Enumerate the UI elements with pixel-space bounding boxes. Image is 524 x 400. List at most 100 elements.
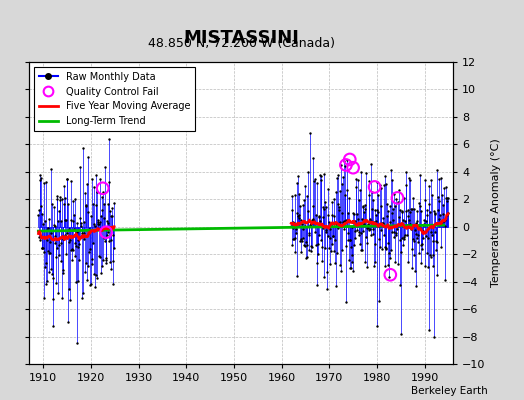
Point: [418, 245, 426, 252]
Point: [397, 248, 406, 255]
Point: [42, 281, 50, 288]
Point: [93, 274, 101, 281]
Y-axis label: Temperature Anomaly (°C): Temperature Anomaly (°C): [491, 139, 501, 287]
Point: [87, 213, 95, 219]
Point: [436, 220, 445, 226]
Point: [438, 218, 446, 224]
Point: [315, 171, 324, 178]
Point: [88, 176, 96, 182]
Point: [317, 173, 325, 180]
Point: [332, 283, 340, 289]
Point: [71, 240, 80, 247]
Point: [338, 210, 346, 216]
Point: [374, 223, 383, 229]
Point: [290, 248, 299, 255]
Point: [377, 185, 386, 191]
Point: [407, 206, 416, 212]
Point: [63, 319, 72, 325]
Point: [57, 218, 66, 224]
Point: [335, 207, 343, 214]
Point: [78, 230, 86, 236]
Point: [110, 200, 118, 206]
Point: [106, 266, 115, 272]
Point: [377, 227, 385, 234]
Point: [313, 260, 322, 266]
Point: [322, 229, 330, 235]
Point: [110, 281, 118, 288]
Point: [39, 295, 48, 301]
Point: [310, 178, 319, 184]
Point: [404, 259, 412, 266]
Point: [378, 246, 386, 253]
Point: [405, 217, 413, 223]
Point: [419, 222, 428, 228]
Point: [368, 189, 376, 196]
Point: [428, 191, 436, 198]
Point: [435, 198, 443, 204]
Point: [58, 295, 67, 301]
Point: [46, 250, 54, 256]
Point: [101, 238, 110, 244]
Point: [40, 264, 49, 270]
Point: [387, 177, 396, 183]
Point: [324, 233, 333, 240]
Point: [60, 182, 68, 189]
Point: [69, 247, 78, 254]
Point: [391, 203, 399, 209]
Point: [73, 237, 82, 244]
Title: MISTASSINI: MISTASSINI: [183, 28, 299, 46]
Point: [370, 218, 378, 225]
Point: [353, 211, 361, 217]
Point: [361, 258, 369, 265]
Point: [292, 226, 300, 232]
Point: [312, 212, 320, 219]
Point: [81, 203, 90, 210]
Point: [390, 229, 398, 235]
Point: [91, 171, 100, 178]
Point: [309, 202, 317, 209]
Point: [410, 252, 419, 258]
Point: [323, 285, 331, 292]
Point: [61, 194, 69, 201]
Point: [362, 234, 370, 241]
Point: [302, 193, 311, 199]
Point: [94, 220, 102, 227]
Point: [60, 232, 69, 238]
Point: [402, 232, 411, 238]
Point: [316, 218, 324, 224]
Point: [401, 218, 409, 224]
Point: [358, 203, 367, 210]
Point: [307, 248, 315, 254]
Point: [38, 245, 47, 251]
Point: [301, 182, 310, 189]
Point: [97, 270, 105, 276]
Point: [330, 213, 338, 219]
Point: [98, 262, 106, 269]
Point: [82, 260, 91, 267]
Point: [46, 239, 54, 246]
Point: [432, 238, 440, 244]
Point: [345, 257, 353, 264]
Point: [339, 218, 347, 225]
Point: [287, 193, 296, 200]
Point: [320, 171, 329, 177]
Point: [385, 250, 394, 256]
Point: [347, 252, 356, 258]
Point: [105, 136, 114, 142]
Point: [440, 218, 448, 224]
Point: [361, 206, 369, 212]
Point: [354, 229, 363, 236]
Point: [323, 186, 332, 192]
Point: [434, 176, 443, 182]
Point: [98, 193, 106, 200]
Point: [322, 204, 330, 210]
Point: [51, 239, 60, 246]
Point: [94, 217, 103, 224]
Point: [349, 164, 357, 171]
Point: [396, 207, 404, 213]
Point: [61, 217, 70, 223]
Point: [292, 210, 301, 216]
Point: [83, 277, 91, 284]
Point: [71, 253, 79, 260]
Point: [429, 262, 437, 269]
